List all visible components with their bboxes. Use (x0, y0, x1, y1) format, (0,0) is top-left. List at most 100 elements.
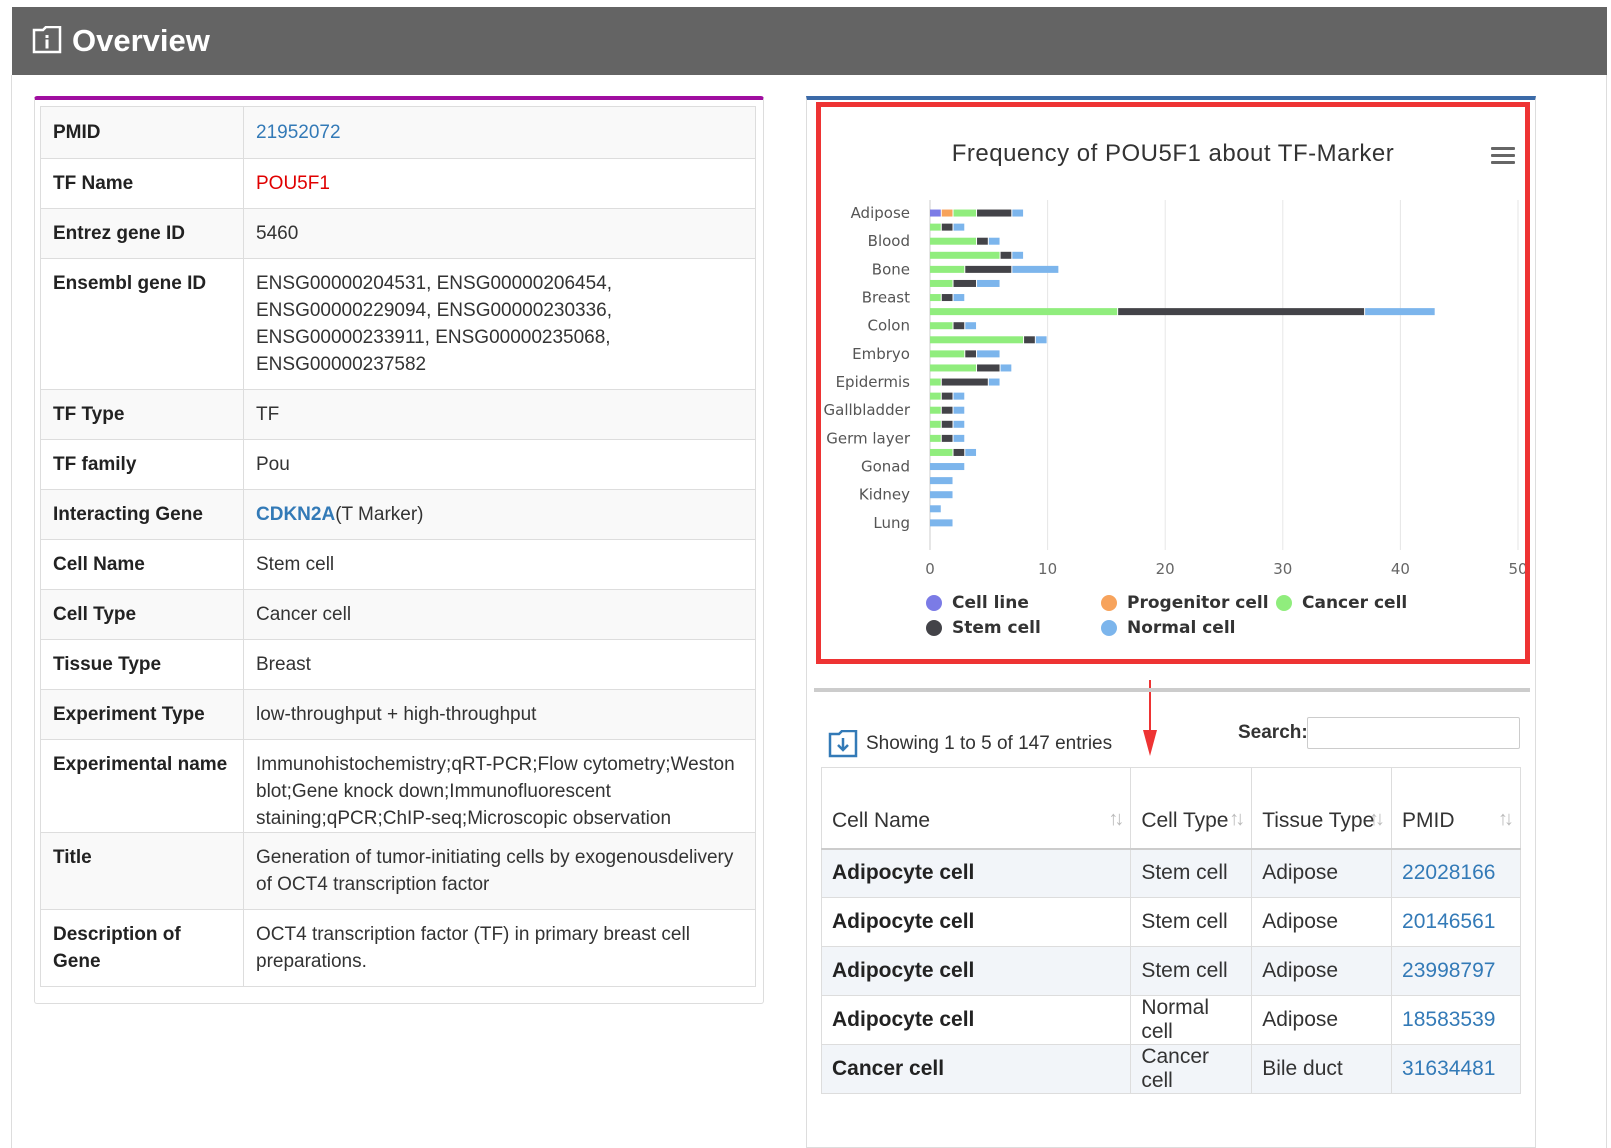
detail-row: Experimental name Immunohistochemistry;qR… (40, 739, 756, 833)
bar-segment (953, 420, 965, 428)
column-header-pmid[interactable]: PMID ↑↓ (1391, 767, 1521, 850)
pmid-link[interactable]: 23998797 (1402, 959, 1496, 982)
pmid-cell[interactable]: 20146561 (1391, 897, 1521, 947)
y-tick-label: Embryo (852, 345, 910, 363)
table-row[interactable]: Adipocyte cell Stem cell Adipose 20146561 (820, 897, 1521, 947)
bar-segment (977, 279, 1000, 287)
detail-row: Description of Gene OCT4 transcription fa… (40, 909, 756, 987)
detail-value: Immunohistochemistry;qRT-PCR;Flow cytome… (256, 754, 735, 829)
table-row[interactable]: Adipocyte cell Stem cell Adipose 22028166 (820, 848, 1521, 898)
y-tick-label: Breast (862, 289, 910, 307)
pmid-cell[interactable]: 23998797 (1391, 946, 1521, 996)
detail-row: TF Name POU5F1 (40, 158, 756, 209)
cell-name-cell: Adipocyte cell (820, 897, 1132, 947)
bar-segment (930, 491, 953, 499)
bar-segment (953, 392, 965, 400)
sort-icon: ↑↓ (1498, 807, 1514, 830)
y-tick-label: Lung (873, 514, 910, 532)
detail-value: low-throughput + high-throughput (256, 704, 537, 725)
bar-segment (930, 279, 953, 287)
interacting-gene-link[interactable]: CDKN2A (256, 504, 336, 525)
legend-label: Cell line (952, 593, 1029, 613)
tissue-type-cell: Adipose (1251, 897, 1393, 947)
legend-marker (1101, 620, 1117, 636)
pmid-cell[interactable]: 18583539 (1391, 995, 1521, 1045)
sort-icon: ↑↓ (1108, 807, 1124, 830)
cell-type-cell: Stem cell (1130, 848, 1253, 898)
bar-segment (930, 406, 941, 414)
download-folder-icon (828, 730, 858, 758)
x-tick-label: 30 (1273, 560, 1292, 578)
detail-label: Cell Type (40, 589, 244, 640)
detail-row: Cell Type Cancer cell (40, 589, 756, 640)
interacting-gene-suffix: (T Marker) (335, 504, 424, 525)
bar-segment (930, 265, 965, 273)
bar-segment (941, 406, 953, 414)
table-row[interactable]: Cancer cell Cancer cell Bile duct 31634481 (820, 1044, 1521, 1094)
detail-value-cell: Immunohistochemistry;qRT-PCR;Flow cytome… (243, 739, 756, 833)
detail-label: TF Name (40, 158, 244, 209)
bar-segment (1000, 251, 1012, 259)
detail-value-cell: 5460 (243, 208, 756, 259)
frequency-chart: Frequency of POU5F1 about TF-Marker 0 10 2… (816, 102, 1530, 664)
x-tick-label: 50 (1508, 560, 1525, 578)
column-header-label: Tissue Type (1262, 808, 1375, 832)
pmid-link[interactable]: 31634481 (1402, 1057, 1496, 1080)
x-tick-label: 20 (1156, 560, 1175, 578)
legend-marker (1101, 595, 1117, 611)
bar-segment (930, 350, 965, 358)
bar-segment (1012, 209, 1024, 217)
column-header-tissue-type[interactable]: Tissue Type ↑↓ (1251, 767, 1393, 850)
bar-segment (930, 477, 953, 485)
detail-row: Experiment Type low-throughput + high-thr… (40, 689, 756, 740)
bar-segment (965, 265, 1012, 273)
legend-label: Stem cell (952, 618, 1041, 638)
detail-value: ENSG00000204531, ENSG00000206454, ENSG00… (256, 273, 612, 375)
detail-label: Interacting Gene (40, 489, 244, 540)
table-row[interactable]: Adipocyte cell Stem cell Adipose 23998797 (820, 946, 1521, 996)
detail-label: TF family (40, 439, 244, 490)
cell-name-cell: Adipocyte cell (820, 995, 1132, 1045)
detail-row: Ensembl gene ID ENSG00000204531, ENSG0000… (40, 258, 756, 390)
detail-value-cell: Stem cell (243, 539, 756, 590)
detail-value: TF (256, 404, 280, 425)
bar-segment (953, 223, 965, 231)
legend-label: Normal cell (1127, 618, 1235, 638)
cell-type-cell: Cancer cell (1130, 1044, 1253, 1094)
details-panel (34, 96, 764, 1004)
bar-segment (953, 448, 965, 456)
pmid-link[interactable]: 22028166 (1402, 861, 1496, 885)
detail-label: Ensembl gene ID (40, 258, 244, 390)
search-input[interactable] (1307, 717, 1520, 749)
bar-segment (953, 294, 965, 302)
detail-value-cell: POU5F1 (243, 158, 756, 209)
chart-menu-icon[interactable] (1491, 147, 1515, 167)
column-header-cell-name[interactable]: Cell Name ↑↓ (820, 767, 1132, 850)
detail-value-cell: low-throughput + high-throughput (243, 689, 756, 740)
column-header-label: Cell Name (832, 808, 931, 832)
bar-segment (1035, 336, 1047, 344)
pmid-link[interactable]: 18583539 (1402, 1008, 1496, 1031)
column-header-label: Cell Type (1141, 808, 1229, 832)
tissue-type-cell: Adipose (1251, 848, 1393, 898)
pmid-link[interactable]: 20146561 (1402, 910, 1496, 933)
table-row[interactable]: Adipocyte cell Normal cell Adipose 18583539 (820, 995, 1521, 1045)
pmid-link[interactable]: 21952072 (256, 122, 341, 143)
detail-label: PMID (40, 106, 244, 159)
bar-segment (977, 350, 1000, 358)
y-tick-label: Colon (867, 317, 910, 335)
detail-value-cell: ENSG00000204531, ENSG00000206454, ENSG00… (243, 258, 756, 390)
bar-segment (930, 434, 941, 442)
page-title: Overview (72, 23, 210, 58)
entries-info-text: Showing 1 to 5 of 147 entries (866, 733, 1113, 755)
column-header-cell-type[interactable]: Cell Type ↑↓ (1130, 767, 1253, 850)
detail-row: PMID 21952072 (40, 106, 756, 159)
y-tick-label: Gonad (861, 458, 910, 476)
bar-segment (941, 294, 953, 302)
pmid-cell[interactable]: 22028166 (1391, 848, 1521, 898)
y-tick-label: Germ layer (826, 429, 911, 447)
pmid-cell[interactable]: 31634481 (1391, 1044, 1521, 1094)
detail-value: POU5F1 (256, 173, 330, 194)
detail-value: OCT4 transcription factor (TF) in primar… (256, 924, 690, 972)
bar-segment (965, 322, 977, 330)
